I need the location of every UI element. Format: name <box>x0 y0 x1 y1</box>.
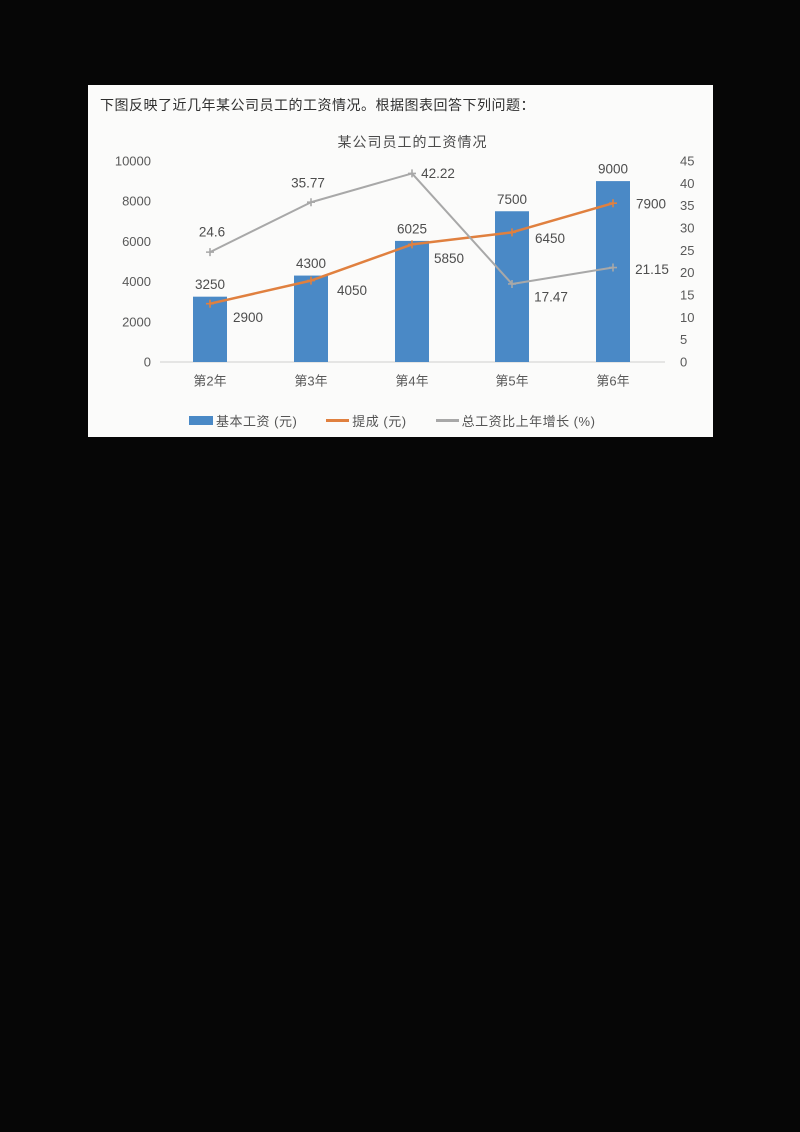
legend-bar-swatch <box>189 415 213 425</box>
line-data-label: 7900 <box>636 197 666 212</box>
bar-data-label: 3250 <box>195 277 225 292</box>
left-axis-tick-label: 10000 <box>115 154 151 169</box>
line-data-label: 6450 <box>535 231 565 246</box>
legend-label: 总工资比上年增长 (%) <box>461 413 596 429</box>
bar-data-label: 6025 <box>397 221 427 236</box>
left-axis-tick-label: 6000 <box>122 234 151 249</box>
left-axis-tick-label: 2000 <box>122 314 151 329</box>
line-data-label: 35.77 <box>291 176 325 191</box>
x-axis-category-label: 第2年 <box>193 374 226 389</box>
legend-item-growth-rate: 总工资比上年增长 (%) <box>435 411 596 430</box>
left-axis-tick-label: 8000 <box>122 194 151 209</box>
legend-line-swatch <box>326 418 350 422</box>
line-point-marker <box>508 228 516 237</box>
right-axis-tick-label: 45 <box>680 154 694 169</box>
line-point-marker <box>609 199 617 208</box>
line-data-label: 5850 <box>434 251 464 266</box>
left-axis-tick-label: 4000 <box>122 274 151 289</box>
bar-base-salary <box>395 240 429 362</box>
right-axis-tick-label: 25 <box>680 243 694 258</box>
line-data-label: 21.15 <box>635 262 669 277</box>
instruction-text: 下图反映了近几年某公司员工的工资情况。根据图表回答下列问题： <box>100 97 535 113</box>
line-data-label: 17.47 <box>534 289 568 304</box>
salary-combo-chart: 0 2000 4000 6000 8000 10000 0 5 10 15 20 25 30 35 40 45… <box>115 154 695 389</box>
bar-data-label: 4300 <box>296 256 326 271</box>
x-axis-category-label: 第6年 <box>596 374 629 389</box>
chart-title: 某公司员工的工资情况 <box>337 134 488 150</box>
line-point-marker <box>508 279 516 288</box>
line-point-marker <box>307 276 315 285</box>
line-point-marker <box>206 248 214 257</box>
line-data-label: 42.22 <box>421 166 455 181</box>
right-axis-tick-label: 40 <box>680 176 694 191</box>
left-axis-tick-label: 0 <box>144 355 151 370</box>
right-axis-tick-label: 0 <box>680 355 687 370</box>
bar-data-label: 7500 <box>497 192 527 207</box>
legend-label: 基本工资 (元) <box>216 413 298 429</box>
line-point-marker <box>408 240 416 249</box>
worksheet-card: 下图反映了近几年某公司员工的工资情况。根据图表回答下列问题： 某公司员工的工资情… <box>88 85 713 437</box>
legend-line-swatch <box>435 418 459 422</box>
line-data-label: 4050 <box>337 283 367 298</box>
line-point-marker <box>307 198 315 207</box>
right-axis-tick-label: 10 <box>680 310 694 325</box>
line-data-label: 24.6 <box>199 225 225 240</box>
chart-legend: 基本工资 (元) 提成 (元) 总工资比上年增长 (%) <box>189 411 596 430</box>
x-axis-category-label: 第5年 <box>495 374 528 389</box>
line-point-marker <box>206 299 214 308</box>
right-axis-tick-label: 15 <box>680 288 694 303</box>
line-data-label: 2900 <box>233 310 263 325</box>
legend-item-base-salary: 基本工资 (元) <box>189 411 297 430</box>
x-axis-category-label: 第4年 <box>395 374 428 389</box>
right-axis-tick-label: 5 <box>680 332 687 347</box>
legend-label: 提成 (元) <box>352 413 407 429</box>
legend-item-commission: 提成 (元) <box>326 411 406 430</box>
bar-base-salary <box>596 181 630 362</box>
bar-base-salary <box>294 275 328 362</box>
line-point-marker <box>408 169 416 178</box>
x-axis-category-label: 第3年 <box>294 374 327 389</box>
right-axis-tick-label: 20 <box>680 265 694 280</box>
line-point-marker <box>609 263 617 272</box>
right-axis-tick-label: 35 <box>680 198 694 213</box>
bar-data-label: 9000 <box>598 162 628 177</box>
right-axis-tick-label: 30 <box>680 221 694 236</box>
